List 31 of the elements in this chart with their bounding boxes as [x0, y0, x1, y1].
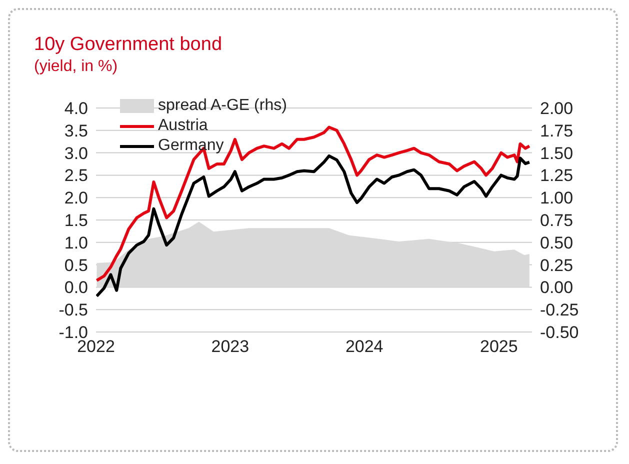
y-tick-label: 4.0: [64, 99, 88, 118]
y-tick-label: -0.5: [58, 300, 88, 320]
y2-tick-label: -0.25: [540, 300, 579, 320]
y2-tick-label: 0.50: [540, 233, 574, 252]
y-tick-label: 0.0: [64, 278, 88, 298]
y2-tick-label: 1.25: [540, 166, 574, 186]
y-tick-label: 1.5: [64, 211, 88, 230]
y-tick-label: 1.0: [64, 233, 88, 252]
x-tick-label: 2023: [211, 337, 250, 356]
y2-tick-label: 1.00: [540, 188, 574, 208]
y2-tick-label: -0.50: [540, 323, 579, 342]
y2-tick-label: 2.00: [540, 99, 574, 118]
y2-tick-label: 0.00: [540, 278, 574, 298]
legend-label: Austria: [158, 116, 208, 136]
chart-subtitle: (yield, in %): [34, 57, 119, 77]
y2-tick-label: 1.75: [540, 121, 574, 140]
line-series: [96, 154, 531, 298]
y-tick-label: 2.0: [64, 188, 88, 208]
legend-label: Germany: [158, 136, 224, 156]
y-tick-label: 2.5: [64, 166, 88, 186]
y2-tick-label: 0.25: [540, 256, 574, 275]
x-tick-label: 2025: [480, 337, 518, 356]
y-tick-label: 3.0: [64, 144, 88, 163]
chart-title: 10y Government bond: [34, 34, 222, 56]
y2-tick-label: 0.75: [540, 211, 574, 230]
x-tick-label: 2024: [345, 337, 384, 356]
legend-label: spread A-GE (rhs): [158, 96, 287, 116]
y-tick-label: 0.5: [64, 256, 88, 275]
y2-tick-label: 1.50: [540, 144, 574, 163]
x-tick-label: 2022: [77, 337, 115, 356]
y-tick-label: 3.5: [64, 121, 88, 140]
